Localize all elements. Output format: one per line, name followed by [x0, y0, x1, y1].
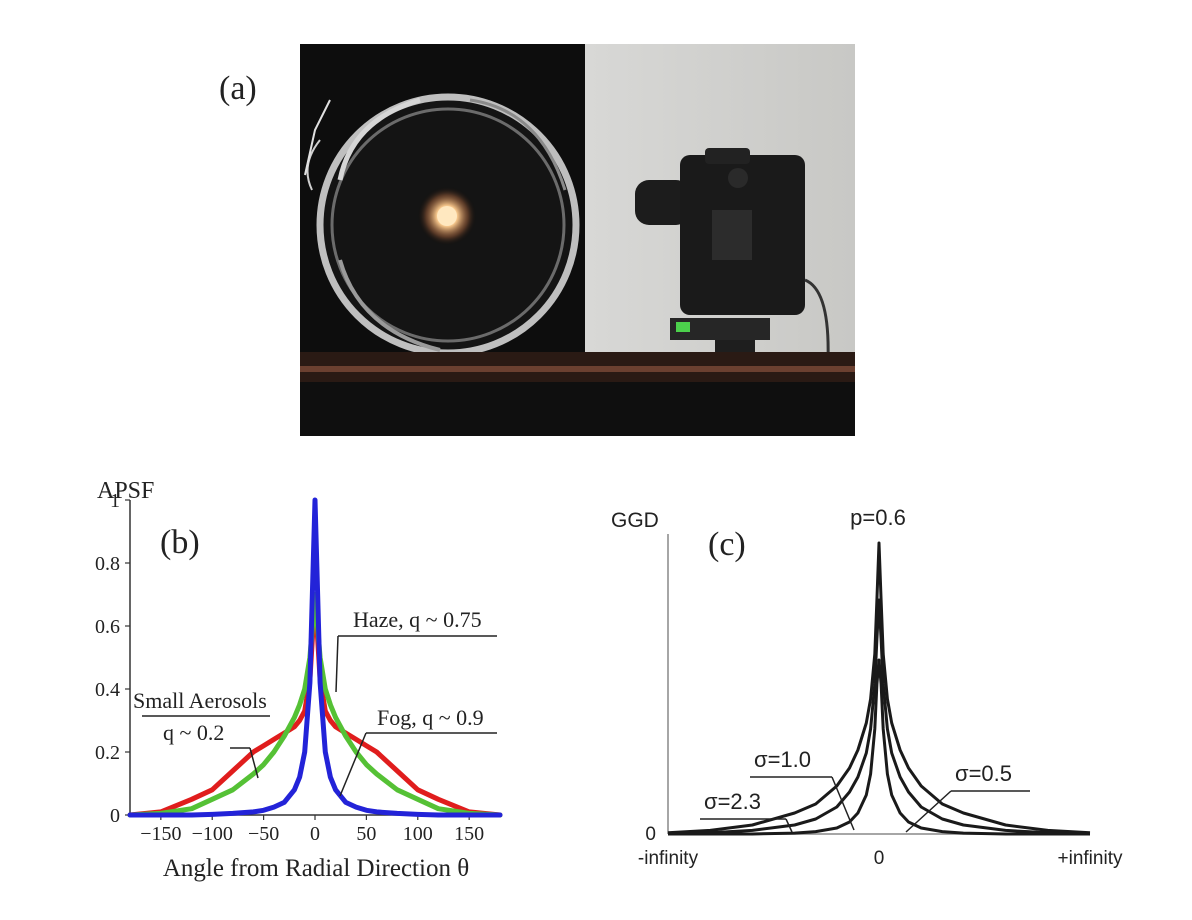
- chart-c-line-sigma-2-3: [667, 541, 1091, 835]
- chart-c-series: [667, 541, 1091, 836]
- chart-b-x-tick-label: 50: [356, 823, 376, 845]
- chart-b-x-tick-label: 150: [454, 823, 484, 845]
- camera: [635, 148, 830, 436]
- chart-b-y-tick-label: 1: [110, 490, 120, 512]
- chart-b-y-tick-label: 0: [110, 805, 120, 827]
- chart-b-line-haze: [127, 592, 503, 818]
- chart-c-line-sigma-1-0: [667, 598, 1091, 836]
- chart-b-line-fog: [127, 497, 503, 818]
- chart-b: APSF (b) Angle from Radial Direction θ −…: [95, 478, 503, 882]
- annotation-sigma-1-0-pointer: [831, 776, 855, 831]
- annotation-sigma-1-0: σ=1.0: [754, 747, 811, 772]
- annotation-fog: Fog, q ~ 0.9: [377, 705, 484, 730]
- chart-c-ticks: -infinity 0 +infinity 0: [638, 824, 1123, 869]
- chart-c-x-tick-label: -infinity: [638, 848, 699, 869]
- chart-c-x-tick-label: +infinity: [1058, 848, 1123, 869]
- chart-b-y-tick-label: 0.6: [95, 616, 120, 638]
- chart-c-ylabel: GGD: [611, 509, 659, 532]
- chart-b-y-tick-label: 0.4: [95, 679, 120, 701]
- chart-c-x-tick-label: 0: [874, 848, 885, 869]
- annotation-small-aerosols: Small Aerosols: [133, 688, 267, 713]
- chart-b-y-tick-label: 0.8: [95, 553, 120, 575]
- annotation-fog-pointer: [339, 732, 367, 797]
- chart-b-x-tick-label: 0: [310, 823, 320, 845]
- chart-b-x-tick-label: −150: [140, 823, 181, 845]
- annotation-sigma-2-3-pointer: [785, 818, 793, 833]
- chart-c-y-tick-label: 0: [645, 824, 656, 845]
- annotation-haze-pointer: [335, 635, 339, 693]
- chart-c-annotations: σ=1.0 σ=2.3 σ=0.5: [700, 747, 1030, 833]
- chart-b-annotations: Haze, q ~ 0.75 Small Aerosols q ~ 0.2 Fo…: [133, 607, 497, 797]
- chart-b-ticks: −150 −100 −50 0 50 100 150 0 0.2 0.4 0.6 0.8 1: [95, 490, 484, 845]
- annotation-haze: Haze, q ~ 0.75: [353, 607, 482, 632]
- chart-b-series: [127, 497, 503, 818]
- chart-c-title: p=0.6: [850, 505, 906, 530]
- panel-a: (a): [219, 44, 855, 436]
- chart-c: GGD p=0.6 (c) -infinity 0 +infinity 0 σ=1.0…: [611, 505, 1123, 869]
- annotation-sigma-2-3: σ=2.3: [704, 789, 761, 814]
- chart-c-line-sigma-0-5: [668, 658, 1090, 836]
- annotation-sigma-0-5: σ=0.5: [955, 761, 1012, 786]
- chart-b-x-tick-label: −100: [192, 823, 233, 845]
- panel-b-label: (b): [160, 524, 200, 561]
- chart-b-xlabel: Angle from Radial Direction θ: [163, 855, 469, 882]
- annotation-small-aerosols-q: q ~ 0.2: [163, 720, 224, 745]
- panel-a-label: (a): [219, 70, 257, 107]
- chart-b-x-tick-label: 100: [403, 823, 433, 845]
- chart-b-x-tick-label: −50: [248, 823, 279, 845]
- light-source-core: [437, 206, 457, 226]
- experiment-photo: [300, 44, 855, 436]
- annotation-sigma-0-5-pointer: [905, 790, 952, 833]
- chart-b-y-tick-label: 0.2: [95, 742, 120, 764]
- panel-c-label: (c): [708, 526, 746, 563]
- annotation-small-aerosols-pointer: [249, 747, 259, 779]
